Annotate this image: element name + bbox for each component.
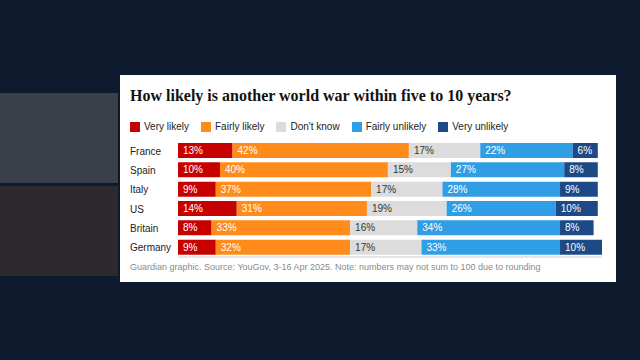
svg-text:16%: 16%	[355, 222, 375, 233]
svg-text:14%: 14%	[183, 203, 203, 214]
svg-text:34%: 34%	[422, 222, 442, 233]
svg-text:22%: 22%	[485, 145, 505, 156]
svg-text:US: US	[130, 204, 144, 215]
svg-text:40%: 40%	[225, 164, 245, 175]
svg-text:32%: 32%	[221, 242, 241, 253]
svg-text:8%: 8%	[565, 222, 580, 233]
svg-text:8%: 8%	[569, 164, 584, 175]
svg-text:33%: 33%	[426, 242, 446, 253]
svg-text:Spain: Spain	[130, 165, 156, 176]
html-text:Don't know: Don't know	[290, 121, 340, 132]
svg-text:9%: 9%	[183, 242, 198, 253]
svg-text:37%: 37%	[221, 184, 241, 195]
svg-text:Britain: Britain	[130, 223, 158, 234]
svg-text:28%: 28%	[447, 184, 467, 195]
svg-text:17%: 17%	[414, 145, 434, 156]
html-text:Fairly unlikely: Fairly unlikely	[365, 121, 427, 132]
svg-text:10%: 10%	[561, 203, 581, 214]
svg-text:Italy: Italy	[130, 184, 148, 195]
svg-text:9%: 9%	[565, 184, 580, 195]
svg-text:17%: 17%	[355, 242, 375, 253]
svg-text:6%: 6%	[578, 145, 593, 156]
html-text:Fairly likely: Fairly likely	[215, 121, 265, 132]
svg-text:15%: 15%	[393, 164, 413, 175]
svg-text:10%: 10%	[565, 242, 585, 253]
svg-text:42%: 42%	[238, 145, 258, 156]
svg-text:19%: 19%	[372, 203, 392, 214]
svg-text:27%: 27%	[456, 164, 476, 175]
svg-text:10%: 10%	[183, 164, 203, 175]
svg-text:33%: 33%	[217, 222, 237, 233]
svg-text:26%: 26%	[452, 203, 472, 214]
svg-text:13%: 13%	[183, 145, 203, 156]
html-text:How likely is another world wa: How likely is another world war within f…	[130, 87, 512, 104]
svg-text:17%: 17%	[376, 184, 396, 195]
svg-text:8%: 8%	[183, 222, 198, 233]
html-text:Guardian graphic. Source: YouG: Guardian graphic. Source: YouGov, 3-16 A…	[130, 262, 541, 272]
svg-text:France: France	[130, 146, 162, 157]
html-text:Very likely: Very likely	[144, 121, 189, 132]
svg-text:31%: 31%	[242, 203, 262, 214]
svg-text:Germany: Germany	[130, 242, 171, 253]
html-text:Very unlikely: Very unlikely	[452, 121, 509, 132]
svg-text:9%: 9%	[183, 184, 198, 195]
